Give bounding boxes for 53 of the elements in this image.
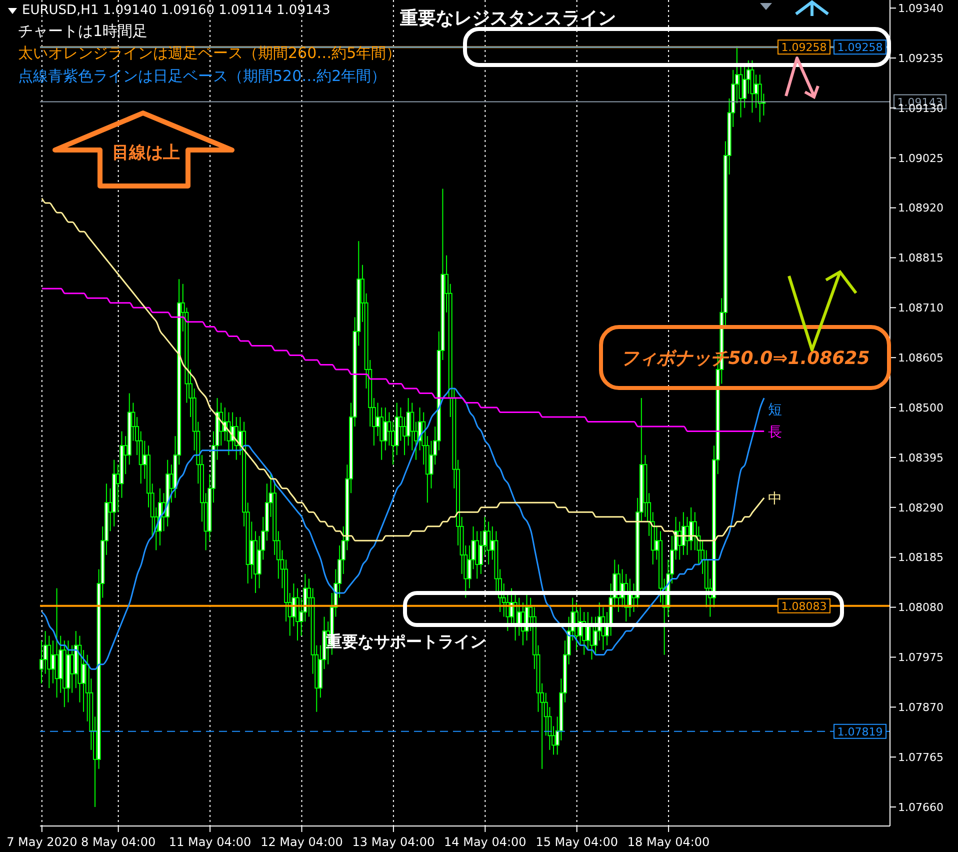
y-tick-label: 1.09340 bbox=[898, 2, 944, 15]
y-tick-label: 1.07765 bbox=[898, 750, 944, 764]
candlestick bbox=[383, 407, 388, 451]
ref-line-label: 1.07819 bbox=[837, 725, 883, 738]
y-tick-label: 1.07975 bbox=[898, 651, 944, 664]
y-tick-label: 1.08185 bbox=[898, 551, 944, 564]
candlestick bbox=[50, 640, 55, 684]
y-tick-label: 1.08920 bbox=[898, 202, 944, 215]
annotation: 目線は上 bbox=[112, 142, 180, 164]
candlestick bbox=[678, 521, 682, 560]
y-tick-label: 1.08605 bbox=[898, 352, 944, 365]
candlestick bbox=[70, 644, 74, 694]
y-tick-label: 1.08080 bbox=[898, 601, 944, 614]
annotation: 太いオレンジラインは週足ベース（期間260…約5年間） bbox=[18, 44, 402, 63]
series-label: 短 bbox=[768, 402, 782, 418]
y-tick-label: 1.09235 bbox=[898, 52, 944, 65]
series-label: 中 bbox=[768, 490, 782, 507]
y-tick-label: 1.07870 bbox=[898, 701, 944, 714]
candlestick bbox=[742, 64, 747, 108]
x-tick-label: 12 May 04:00 bbox=[260, 835, 343, 849]
annotation: チャートは1時間足 bbox=[18, 22, 148, 41]
candlestick bbox=[758, 74, 762, 123]
y-tick-label: 1.08290 bbox=[898, 501, 944, 514]
x-tick-label: 15 May 04:00 bbox=[536, 835, 618, 849]
annotation: 点線青紫色ラインは日足ベース（期間520…約2年間） bbox=[18, 67, 386, 86]
x-tick-label: 13 May 04:00 bbox=[352, 835, 435, 849]
ref-line-label: 1.08083 bbox=[781, 600, 827, 613]
x-tick-label: 11 May 04:00 bbox=[168, 835, 252, 849]
y-tick-label: 1.08395 bbox=[898, 451, 944, 464]
x-tick-label: 14 May 04:00 bbox=[444, 835, 526, 849]
candlestick bbox=[689, 506, 694, 551]
candlestick bbox=[380, 407, 384, 460]
y-tick-label: 1.08710 bbox=[898, 302, 944, 315]
y-tick-label: 1.07660 bbox=[898, 800, 944, 814]
y-tick-label: 1.09025 bbox=[898, 152, 944, 165]
candlestick bbox=[590, 616, 594, 660]
y-tick-label: 1.08815 bbox=[898, 252, 944, 265]
annotation: 重要なレジスタンスライン bbox=[400, 7, 616, 30]
x-tick-label: 8 May 04:00 bbox=[81, 835, 156, 849]
candlestick bbox=[681, 512, 686, 556]
chart-title: EURUSD,H1 1.09140 1.09160 1.09114 1.09143 bbox=[22, 3, 330, 18]
candlestick bbox=[475, 530, 480, 580]
candlestick bbox=[750, 60, 754, 114]
line-series bbox=[41, 388, 765, 670]
x-tick-label: 18 May 04:00 bbox=[627, 835, 710, 849]
x-tick-label: 7 May 2020 bbox=[6, 835, 78, 849]
ref-line-label: 1.09258 bbox=[837, 41, 883, 54]
ref-line-label: 1.09258 bbox=[781, 41, 827, 54]
series-label: 長 bbox=[768, 424, 782, 440]
y-tick-label: 1.08500 bbox=[898, 401, 944, 414]
candlestick bbox=[486, 521, 491, 565]
candlestick bbox=[47, 635, 52, 689]
candlestick bbox=[296, 588, 300, 642]
